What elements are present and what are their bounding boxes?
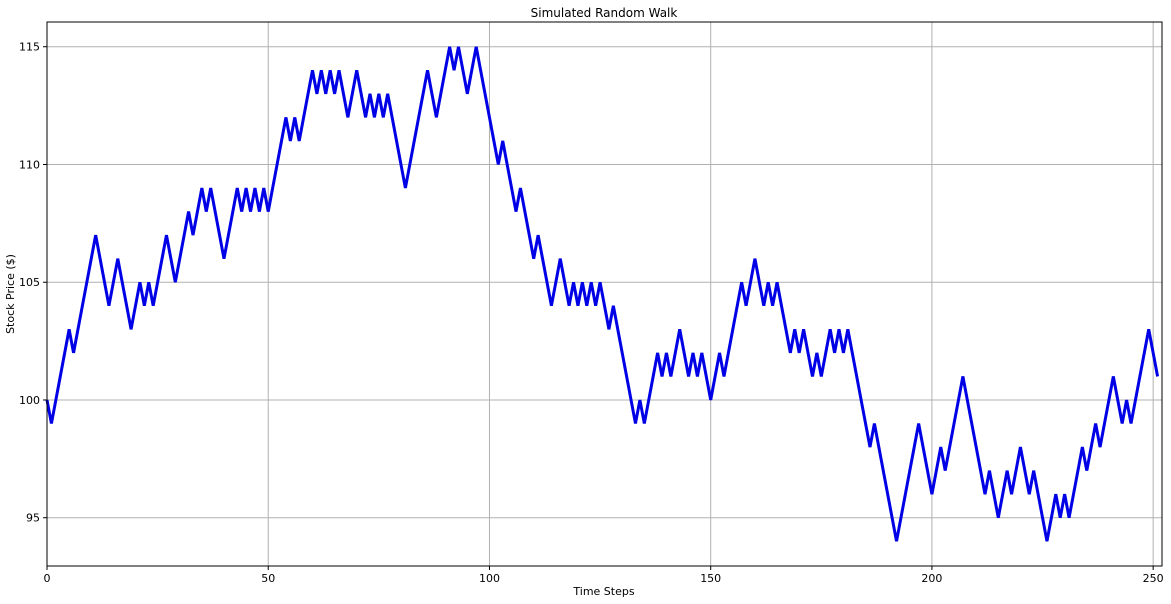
y-tick-label: 115 — [19, 41, 40, 54]
y-tick-label: 100 — [19, 394, 40, 407]
x-tick-label: 150 — [700, 572, 721, 585]
x-tick-label: 100 — [479, 572, 500, 585]
y-tick-label: 105 — [19, 276, 40, 289]
y-axis-label: Stock Price ($) — [4, 254, 17, 334]
x-tick-label: 50 — [261, 572, 275, 585]
x-tick-label: 250 — [1143, 572, 1164, 585]
y-tick-label: 110 — [19, 158, 40, 171]
chart-title: Simulated Random Walk — [531, 6, 678, 20]
x-tick-label: 200 — [921, 572, 942, 585]
y-tick-label: 95 — [26, 512, 40, 525]
x-tick-label: 0 — [44, 572, 51, 585]
x-axis-label: Time Steps — [572, 585, 634, 598]
data-line — [45, 46, 1160, 542]
plot-frame — [46, 21, 1163, 567]
